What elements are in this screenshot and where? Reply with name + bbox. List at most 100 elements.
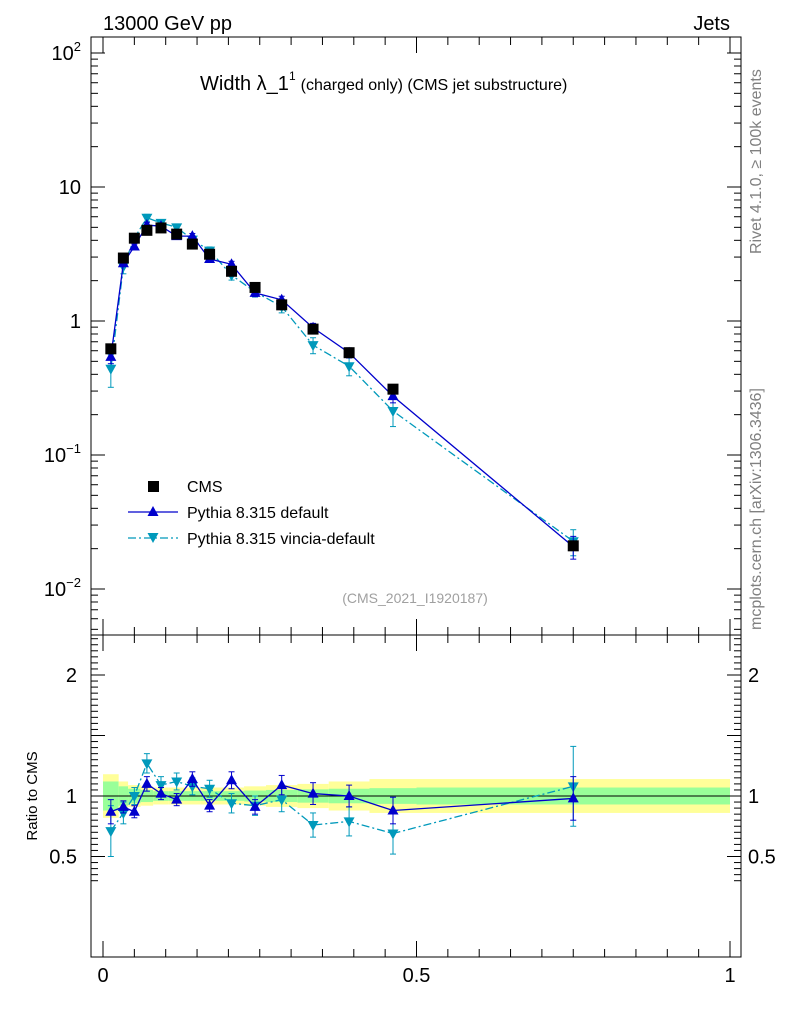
ratio-series-vincia-line: [110, 761, 574, 835]
ratio-ylabel: Ratio to CMS: [24, 751, 41, 840]
chart-title-main: Width λ_1: [200, 73, 289, 95]
ratio-series-default: [105, 771, 579, 825]
cms-point: [171, 228, 183, 240]
series-vincia-line: [110, 216, 574, 542]
cms-point: [307, 323, 319, 335]
ratio-default-point: [249, 800, 261, 811]
ratio-default-point: [155, 787, 167, 798]
main-ytick-label-base: 10: [59, 177, 81, 199]
ratio-default-point: [276, 779, 288, 790]
main-ytick-label: 10−1: [44, 441, 81, 467]
main-ytick-label: 10: [59, 177, 81, 199]
chart-title-superscript: 1: [289, 69, 296, 83]
ratio-vincia-point: [141, 759, 153, 770]
vincia-point: [171, 223, 183, 234]
ratio-default-point: [226, 774, 238, 785]
main-ytick-label: 1: [70, 311, 81, 333]
legend: CMS Pythia 8.315 default Pythia 8.315 vi…: [128, 479, 375, 548]
rivet-label: Rivet 4.1.0, ≥ 100k events: [748, 69, 765, 254]
ratio-vincia-point: [307, 821, 319, 832]
main-ytick-label-base: 10: [52, 43, 74, 65]
ratio-vincia-point: [204, 784, 216, 795]
mcplots-label: mcplots.cern.ch [arXiv:1306.3436]: [748, 388, 765, 630]
ratio-default-point: [117, 800, 129, 811]
main-ytick-label-exp: 2: [74, 39, 81, 54]
ratio-default-point: [105, 805, 117, 816]
main-ytick-label: 10−2: [44, 575, 81, 601]
default-point: [387, 390, 399, 401]
default-point: [186, 230, 198, 241]
cms-point: [249, 281, 261, 293]
main-ytick-label: 102: [52, 39, 81, 65]
cms-point: [117, 252, 129, 264]
default-point: [128, 240, 140, 251]
main-ytick-label-base: 1: [70, 311, 81, 333]
main-axis-ticks: [91, 37, 741, 635]
cms-point: [567, 540, 579, 552]
ratio-vincia-point: [155, 781, 167, 792]
vincia-point: [343, 362, 355, 373]
ratio-vincia-point: [226, 799, 238, 810]
ratio-ytick-label-1: 1: [66, 786, 77, 808]
legend-cms-label: CMS: [187, 479, 223, 496]
chart-title: Width λ_11 (charged only) (CMS jet substr…: [200, 69, 567, 95]
vincia-point: [105, 364, 117, 375]
ratio-default-point: [307, 787, 319, 798]
ratio-panel: 2 1 0.5 2 1 0.5 Ratio to CMS 0 0.5 1: [24, 634, 776, 987]
vincia-point: [387, 406, 399, 417]
chart-title-suffix: (charged only) (CMS jet substructure): [301, 77, 568, 94]
ratio-vincia-point: [387, 829, 399, 840]
cms-point: [343, 347, 355, 359]
ratio-default-point: [186, 773, 198, 784]
ratio-default-point: [204, 799, 216, 810]
cms-point: [105, 343, 117, 355]
main-ytick-label-base: 10: [44, 579, 66, 601]
ratio-default-point: [343, 790, 355, 800]
cms-point: [141, 224, 153, 236]
ratio-vincia-point: [186, 782, 198, 793]
default-point: [105, 350, 117, 361]
ratio-default-point: [141, 777, 153, 788]
ratio-default-point: [567, 792, 579, 803]
legend-vincia-label: Pythia 8.315 vincia-default: [187, 531, 375, 548]
cms-point: [204, 248, 216, 260]
cms-point: [387, 383, 399, 395]
legend-vincia-marker: [147, 533, 159, 543]
legend-cms-marker: [148, 481, 159, 492]
main-ytick-label-exp: −2: [66, 575, 81, 590]
legend-default-marker: [147, 506, 159, 516]
ratio-vincia-point: [128, 792, 140, 802]
ratio-series-vincia: [105, 745, 579, 857]
process-label: Jets: [693, 13, 730, 35]
series-default-line: [110, 224, 574, 548]
ratio-default-point: [171, 793, 183, 804]
cms-point: [186, 238, 198, 250]
series-cms: [105, 222, 579, 552]
vincia-point: [141, 213, 153, 224]
ratio-vincia-point: [171, 777, 183, 788]
vincia-point: [307, 341, 319, 352]
ratio-vincia-point: [105, 827, 117, 838]
analysis-tag: (CMS_2021_I1920187): [342, 590, 488, 606]
xtick-label-05: 0.5: [403, 965, 431, 987]
ratio-vincia-point: [343, 817, 355, 828]
cms-point: [128, 232, 140, 244]
series-vincia: [105, 213, 579, 557]
main-ytick-label-exp: −1: [66, 441, 81, 456]
cms-point: [276, 299, 288, 311]
ratio-ytick-label-2-right: 2: [748, 665, 759, 687]
ratio-vincia-point: [276, 795, 288, 806]
cms-point: [226, 265, 238, 277]
legend-default-label: Pythia 8.315 default: [187, 505, 329, 522]
main-series: [105, 213, 579, 560]
ratio-axis-ticks: [91, 635, 741, 957]
ratio-series: [105, 745, 579, 857]
main-ytick-label-base: 10: [44, 445, 66, 467]
ratio-ytick-label-05: 0.5: [49, 847, 77, 869]
ratio-ytick-label-2: 2: [66, 665, 77, 687]
ratio-ytick-label-05-right: 0.5: [748, 847, 776, 869]
energy-label: 13000 GeV pp: [103, 13, 232, 35]
xtick-label-0: 0: [97, 965, 108, 987]
